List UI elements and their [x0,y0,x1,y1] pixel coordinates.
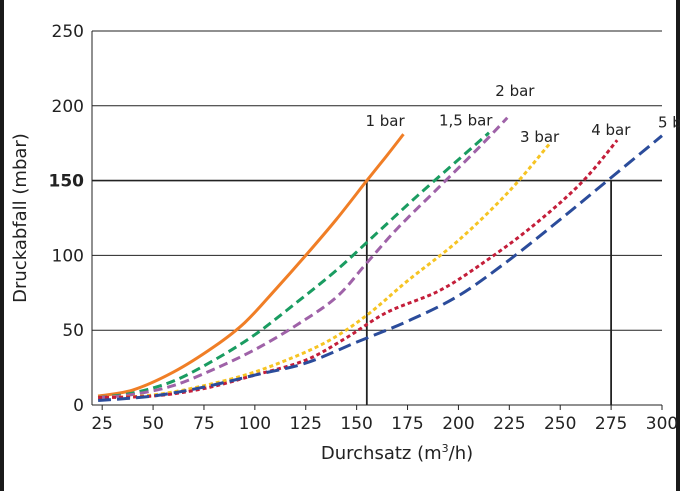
series-layer [97,116,663,403]
x-tick-150: 150 [340,414,372,434]
y-tick-100: 100 [52,246,84,266]
series-line-1-5-bar [97,131,490,400]
x-tick-100: 100 [239,414,271,434]
series-label-1-bar: 1 bar [365,112,405,130]
x-tick-275: 275 [595,414,627,434]
x-tick-225: 225 [493,414,525,434]
x-axis-label: Durchsatz (m3/h) [321,442,473,464]
series-label-4-bar: 4 bar [591,121,631,139]
x-tick-300: 300 [646,414,678,434]
series-label-2-bar: 2 bar [495,82,535,100]
x-tick-75: 75 [193,414,215,434]
series-line-2-bar [97,116,509,400]
series-line-1-bar [97,133,405,398]
y-tick-0: 0 [73,396,84,416]
x-tick-250: 250 [544,414,576,434]
y-tick-250: 250 [52,22,84,42]
series-line-4-bar [98,139,619,400]
x-tick-200: 200 [442,414,474,434]
y-axis-label: Druckabfall (mbar) [10,133,31,303]
y-tick-50: 50 [62,321,84,341]
y-tick-150: 150 [49,172,85,192]
x-tick-25: 25 [91,414,113,434]
x-tick-175: 175 [391,414,423,434]
series-line-3-bar [98,142,552,400]
grid-layer [92,30,662,331]
series-label-3-bar: 3 bar [520,128,560,146]
x-tick-125: 125 [290,414,322,434]
series-label-1-5-bar: 1,5 bar [439,112,493,130]
x-tick-50: 50 [142,414,164,434]
y-tick-200: 200 [52,97,84,117]
axis-layer: 0 50 100 150 200 250 25 50 75 100 125 150 175 200 225 2… [49,22,679,434]
reference-lines [365,180,613,405]
series-label-5-bar: 5 bar [658,114,680,132]
series-line-5-bar [97,134,663,403]
